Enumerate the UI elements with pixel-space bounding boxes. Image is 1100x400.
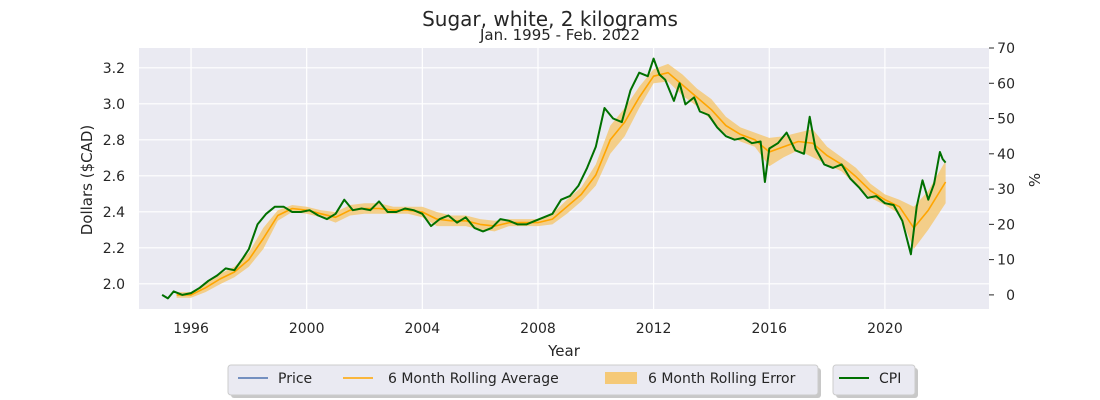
x-tick-label: 1996 (173, 321, 209, 337)
x-tick-label: 2004 (405, 321, 441, 337)
legend-swatch-rolling-error (605, 372, 637, 384)
y2-tick-label: 30 (997, 182, 1015, 198)
y2-tick-label: 60 (997, 76, 1015, 92)
y2-axis-label: % (1026, 173, 1044, 187)
x-tick-label: 2020 (867, 321, 903, 337)
x-tick-label: 2016 (751, 321, 787, 337)
legend-main: Price 6 Month Rolling Average 6 Month Ro… (227, 364, 821, 398)
y2-tick-label: 10 (997, 253, 1015, 269)
x-tick-label: 2008 (520, 321, 556, 337)
x-tick-label: 2012 (636, 321, 672, 337)
y2-tick-label: 40 (997, 147, 1015, 163)
y2-tick-label: 70 (997, 41, 1015, 57)
y-axis-label: Dollars ($CAD) (78, 125, 96, 236)
y-tick-label: 2.6 (103, 169, 125, 185)
legend-label-rolling-error: 6 Month Rolling Error (648, 371, 796, 387)
legend-secondary: CPI (832, 364, 918, 398)
y2-tick-label: 0 (1006, 288, 1015, 304)
chart-title: Sugar, white, 2 kilograms (422, 7, 678, 31)
x-axis-label: Year (547, 342, 581, 360)
chart-subtitle: Jan. 1995 - Feb. 2022 (479, 26, 640, 44)
x-tick-label: 2000 (289, 321, 325, 337)
y-tick-label: 3.2 (103, 61, 125, 77)
legend-label-price: Price (278, 371, 312, 387)
y-tick-label: 3.0 (103, 97, 125, 113)
y-axis-left: 2.0 2.2 2.4 2.6 2.8 3.0 3.2 (103, 61, 125, 293)
y-axis-right: 0 10 20 30 40 50 60 70 (989, 41, 1015, 304)
y-tick-label: 2.8 (103, 133, 125, 149)
legend-label-cpi: CPI (879, 371, 901, 387)
cpi-line (161, 57, 947, 300)
x-axis: 1996 2000 2004 2008 2012 2016 2020 (173, 321, 903, 337)
y-tick-label: 2.4 (103, 205, 125, 221)
y2-tick-label: 50 (997, 112, 1015, 128)
plot-area (139, 48, 989, 309)
series-lines (161, 57, 947, 300)
y2-tick-label: 20 (997, 217, 1015, 233)
legend-label-rolling-average: 6 Month Rolling Average (388, 371, 559, 387)
grid-lines (139, 48, 989, 309)
y-tick-label: 2.0 (103, 277, 125, 293)
y-tick-label: 2.2 (103, 241, 125, 257)
